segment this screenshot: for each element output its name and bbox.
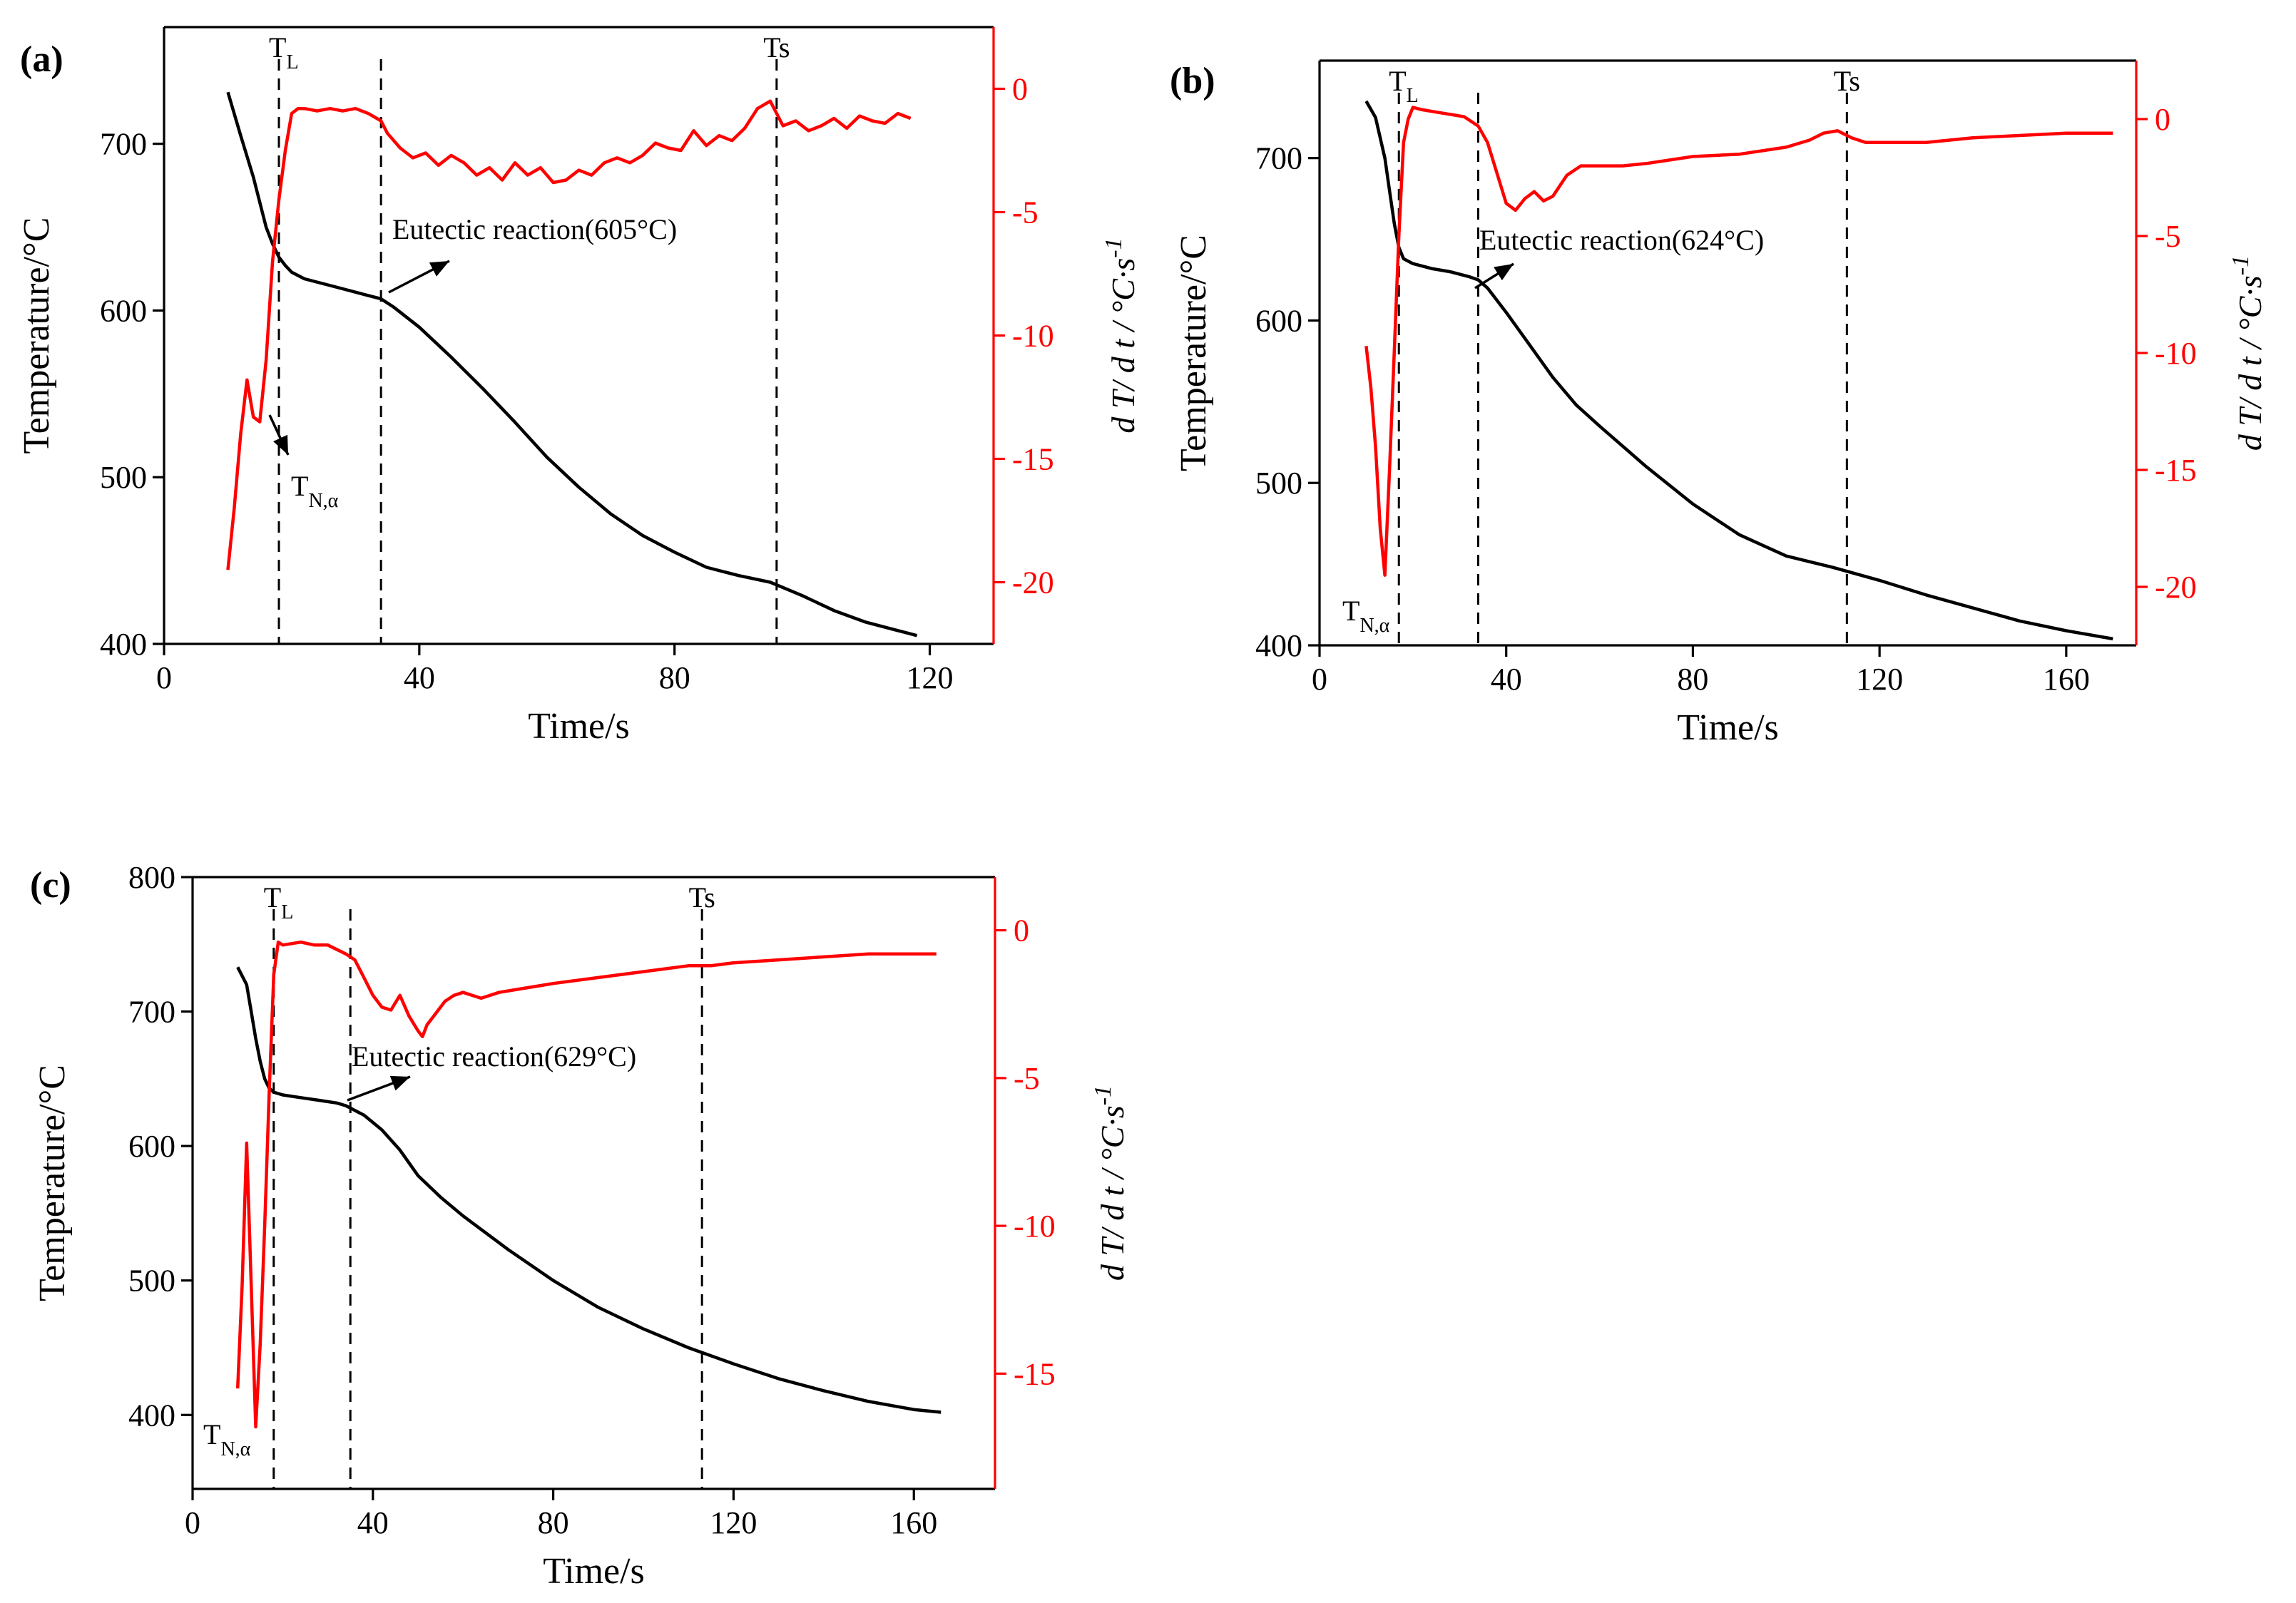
- y-right-tick-label: -10: [2155, 336, 2197, 371]
- x-tick-label: 160: [890, 1505, 937, 1540]
- marker-label: TL: [1389, 65, 1419, 107]
- x-tick-label: 120: [1856, 662, 1903, 697]
- eutectic-arrow-head: [1494, 264, 1514, 281]
- y-left-axis-label: Temperature/°C: [1173, 235, 1214, 471]
- marker-label: Ts: [1834, 65, 1860, 97]
- y-right-tick-label: -5: [2155, 219, 2181, 254]
- panel-label: (c): [30, 865, 71, 906]
- panel-label: (b): [1170, 61, 1215, 101]
- y-right-tick-label: 0: [2155, 102, 2170, 137]
- y-right-tick-label: -15: [1012, 442, 1054, 477]
- marker-label: TL: [264, 881, 294, 923]
- y-right-axis-label: d T/ d t / °C·s-1: [1101, 237, 1142, 433]
- y-left-axis-label: Temperature/°C: [32, 1065, 73, 1301]
- y-left-tick-label: 700: [100, 127, 147, 162]
- nucleation-label: TN,α: [203, 1418, 251, 1460]
- nucleation-label: TN,α: [1342, 595, 1390, 637]
- temperature-curve: [236, 966, 942, 1414]
- y-right-tick-label: -5: [1012, 195, 1039, 230]
- x-tick-label: 0: [1312, 662, 1327, 697]
- eutectic-label: Eutectic reaction(624°C): [1479, 224, 1764, 256]
- y-left-tick-label: 600: [1255, 303, 1302, 338]
- nucleation-arrow-head: [273, 434, 288, 455]
- y-left-tick-label: 700: [1255, 141, 1302, 176]
- x-tick-label: 0: [185, 1505, 200, 1540]
- y-right-tick-label: -20: [2155, 570, 2197, 605]
- cooling-rate-curve: [235, 940, 937, 1429]
- x-tick-label: 120: [907, 660, 954, 695]
- x-tick-label: 80: [1677, 662, 1708, 697]
- temperature-curve: [226, 91, 918, 637]
- x-axis-label: Time/s: [543, 1551, 645, 1592]
- x-axis-label: Time/s: [528, 706, 630, 747]
- y-right-tick-label: 0: [1012, 72, 1028, 107]
- cooling-rate-curve: [1364, 106, 2113, 577]
- eutectic-arrow-head: [389, 1075, 410, 1091]
- y-right-tick-label: -15: [1014, 1356, 1056, 1391]
- cooling-rate-curve: [226, 99, 912, 570]
- nucleation-label: TN,α: [291, 470, 339, 512]
- x-tick-label: 80: [659, 660, 690, 695]
- y-left-tick-label: 600: [128, 1129, 175, 1164]
- chart-panel-c: 0 40 80 120 160 400 500 600 700 800 0 -5 -10 -15 TL Ts T…: [30, 860, 1131, 1592]
- chart-panel-a: 0 40 80 120 400 500 600 700 0 -5 -10 -15 -20 TL Ts TN,α…: [16, 26, 1142, 747]
- panel-label: (a): [20, 39, 63, 80]
- chart-panel-b: 0 40 80 120 160 400 500 600 700 0 -5 -10 -15 -20 TL Ts T…: [1170, 59, 2269, 748]
- marker-label: Ts: [689, 881, 715, 913]
- y-right-tick-label: -20: [1012, 565, 1054, 600]
- x-tick-label: 40: [1491, 662, 1522, 697]
- y-left-tick-label: 600: [100, 293, 147, 328]
- y-left-tick-label: 400: [100, 627, 147, 662]
- x-tick-label: 120: [710, 1505, 757, 1540]
- y-left-tick-label: 500: [100, 460, 147, 495]
- y-right-axis-label: d T/ d t / °C·s-1: [2228, 255, 2269, 451]
- x-axis-label: Time/s: [1677, 707, 1779, 748]
- x-tick-label: 40: [357, 1505, 389, 1540]
- eutectic-label: Eutectic reaction(605°C): [392, 213, 677, 245]
- x-tick-label: 160: [2043, 662, 2090, 697]
- y-left-tick-label: 400: [128, 1398, 175, 1433]
- y-right-axis-label: d T/ d t / °C·s-1: [1090, 1085, 1131, 1281]
- eutectic-arrow-head: [429, 261, 449, 277]
- y-left-tick-label: 800: [128, 860, 175, 895]
- y-right-tick-label: -10: [1012, 319, 1054, 354]
- y-left-tick-label: 700: [128, 995, 175, 1030]
- marker-label: Ts: [763, 31, 790, 63]
- y-right-tick-label: -15: [2155, 453, 2197, 488]
- eutectic-label: Eutectic reaction(629°C): [352, 1040, 636, 1072]
- x-tick-label: 0: [156, 660, 172, 695]
- x-tick-label: 80: [538, 1505, 569, 1540]
- x-tick-label: 40: [404, 660, 435, 695]
- y-left-axis-label: Temperature/°C: [16, 217, 57, 454]
- y-left-tick-label: 500: [128, 1264, 175, 1299]
- y-right-tick-label: 0: [1014, 913, 1029, 948]
- y-right-tick-label: -5: [1014, 1061, 1040, 1096]
- y-left-tick-label: 400: [1255, 628, 1302, 663]
- y-left-tick-label: 500: [1255, 466, 1302, 501]
- marker-label: TL: [269, 31, 299, 73]
- y-right-tick-label: -10: [1014, 1209, 1056, 1244]
